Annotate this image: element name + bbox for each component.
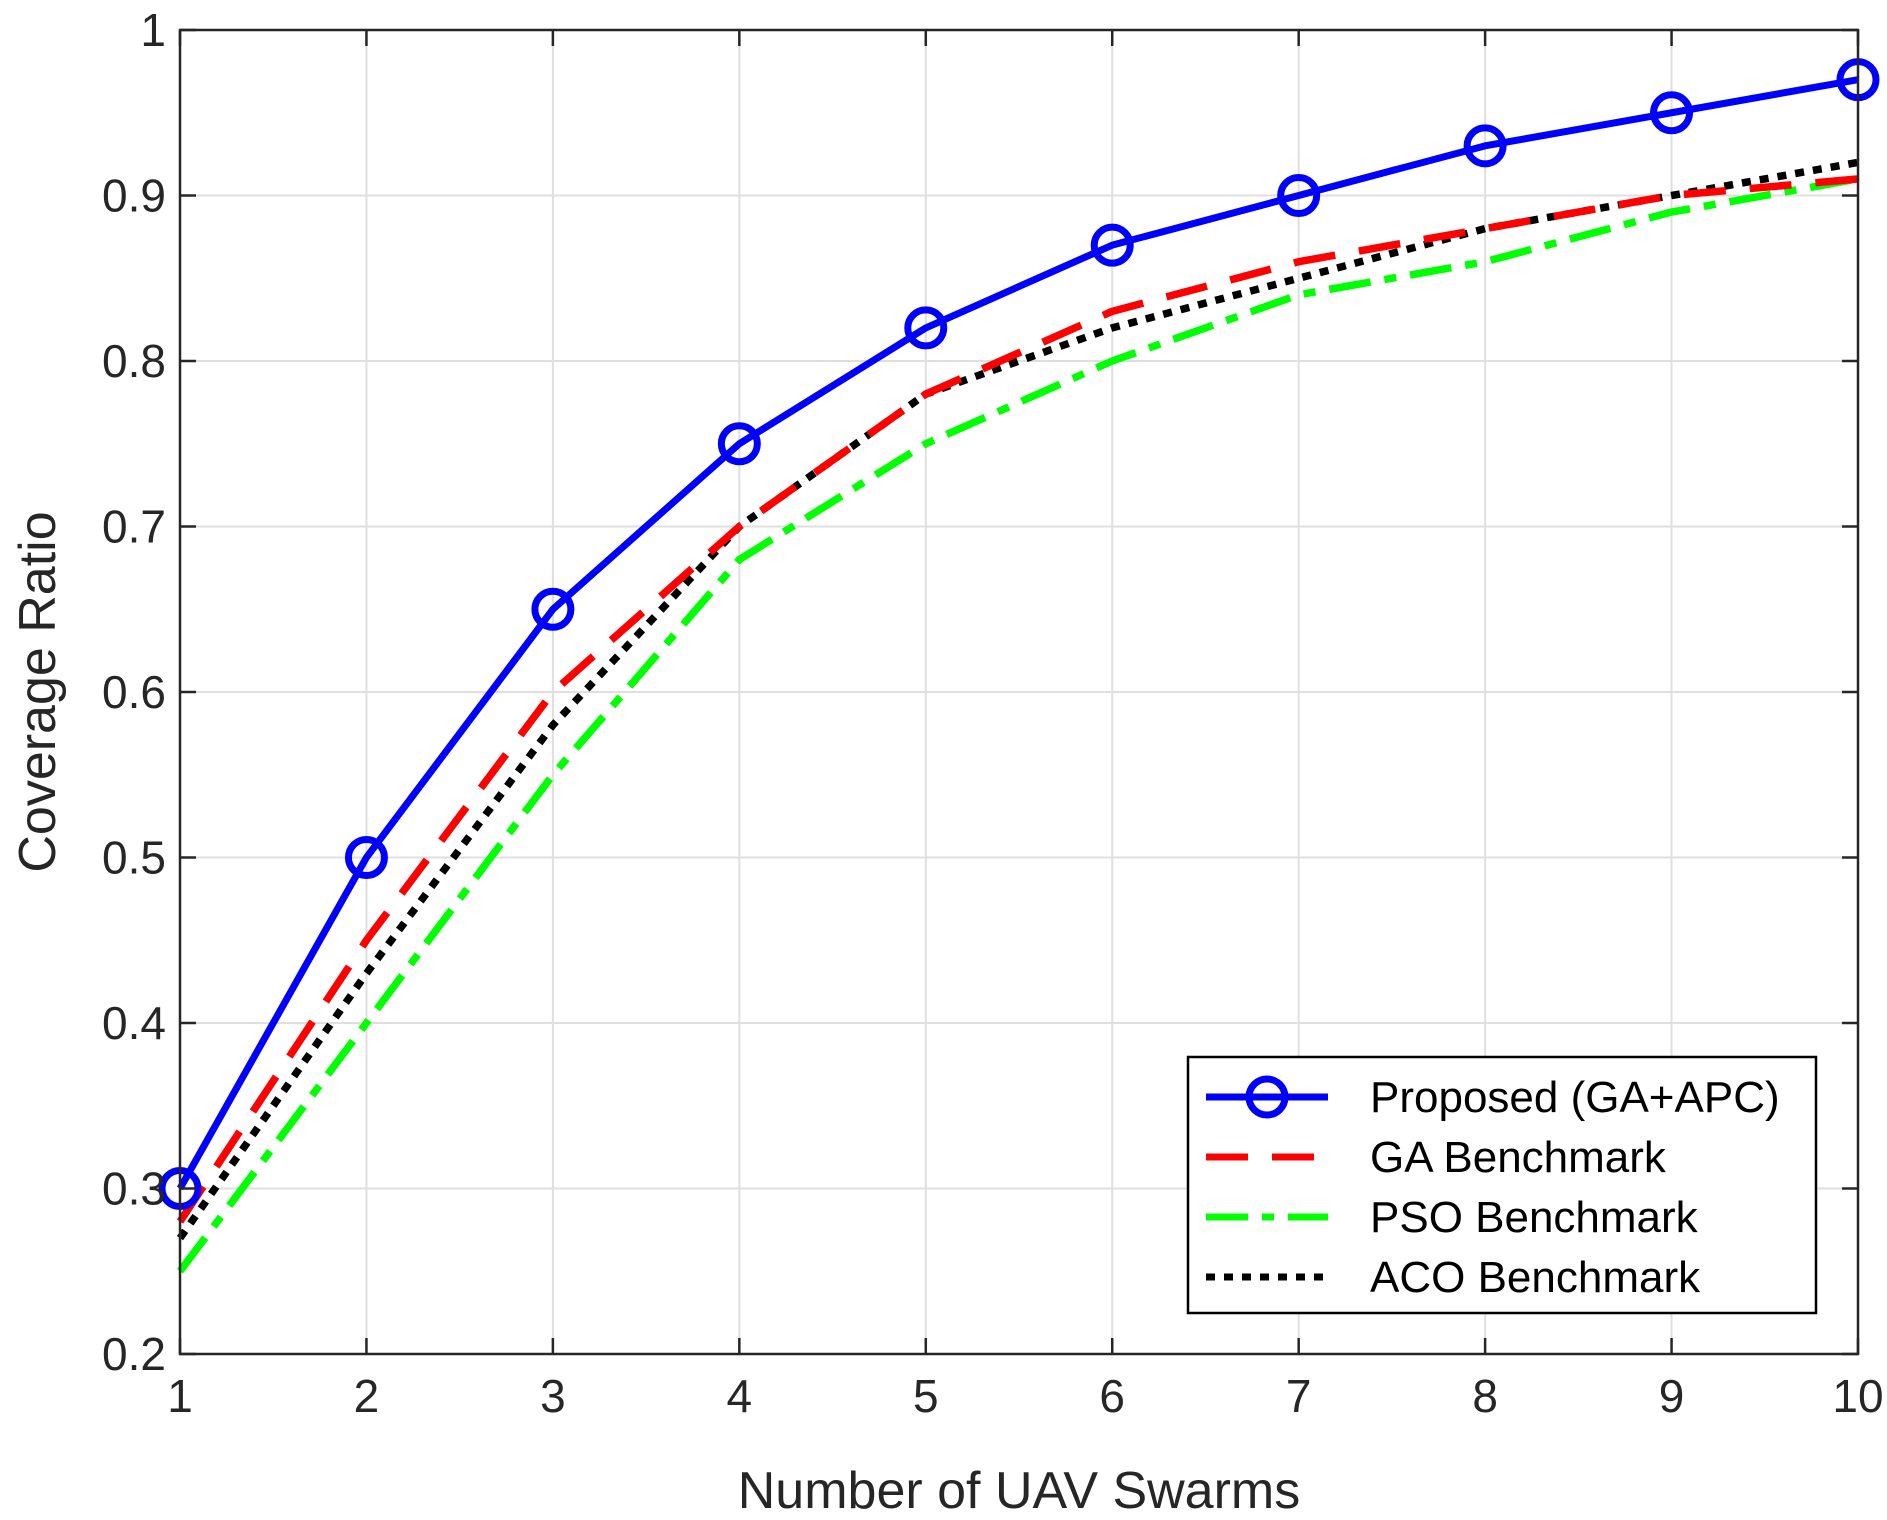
series-marker	[717, 422, 761, 466]
plot-series	[158, 58, 1880, 1274]
series-line-3	[177, 175, 1859, 1274]
axis-ticks: 1 2 3 4 5 6 7 8 9 10 0.2 0.3 0.4 0.5 0.6 0.7 0.8 0.9 1	[102, 4, 1884, 1422]
y-tick-label: 0.8	[102, 335, 166, 387]
series-marker	[1277, 174, 1321, 217]
series-marker	[904, 306, 948, 350]
x-tick-label: 4	[727, 1370, 753, 1422]
y-tick-label: 0.4	[102, 997, 166, 1049]
y-axis-label: Coverage Ratio	[9, 511, 67, 872]
x-tick-label: 5	[913, 1370, 939, 1422]
y-tick-label: 0.5	[102, 832, 166, 884]
series-marker	[344, 836, 388, 879]
series-marker	[1090, 223, 1134, 267]
y-tick-label: 1	[140, 4, 166, 56]
legend-marker	[1245, 1075, 1289, 1119]
legend-label: Proposed (GA+APC)	[1370, 1073, 1780, 1122]
y-tick-label: 0.6	[102, 666, 166, 718]
x-tick-label: 10	[1832, 1370, 1883, 1422]
x-tick-label: 9	[1659, 1370, 1685, 1422]
y-tick-label: 0.7	[102, 501, 166, 553]
y-tick-label: 0.3	[102, 1163, 166, 1215]
x-tick-label: 8	[1472, 1370, 1498, 1422]
x-tick-label: 6	[1099, 1370, 1125, 1422]
x-axis-label: Number of UAV Swarms	[738, 1462, 1301, 1520]
legend: Proposed (GA+APC) GA Benchmark PSO Benchma…	[1186, 1055, 1818, 1315]
series-marker	[1463, 124, 1507, 168]
y-tick-label: 0.2	[102, 1328, 166, 1380]
series-marker	[1650, 91, 1694, 135]
legend-label: ACO Benchmark	[1370, 1253, 1701, 1302]
series-line-2	[176, 175, 1859, 1224]
x-tick-label: 7	[1286, 1370, 1312, 1422]
y-tick-label: 0.9	[102, 170, 166, 222]
legend-label: GA Benchmark	[1370, 1133, 1667, 1182]
x-tick-label: 2	[354, 1370, 380, 1422]
series-marker	[531, 587, 575, 631]
x-tick-label: 1	[167, 1370, 193, 1422]
legend-label: PSO Benchmark	[1370, 1193, 1699, 1242]
x-tick-label: 3	[540, 1370, 566, 1422]
series-line-1	[176, 76, 1859, 1191]
